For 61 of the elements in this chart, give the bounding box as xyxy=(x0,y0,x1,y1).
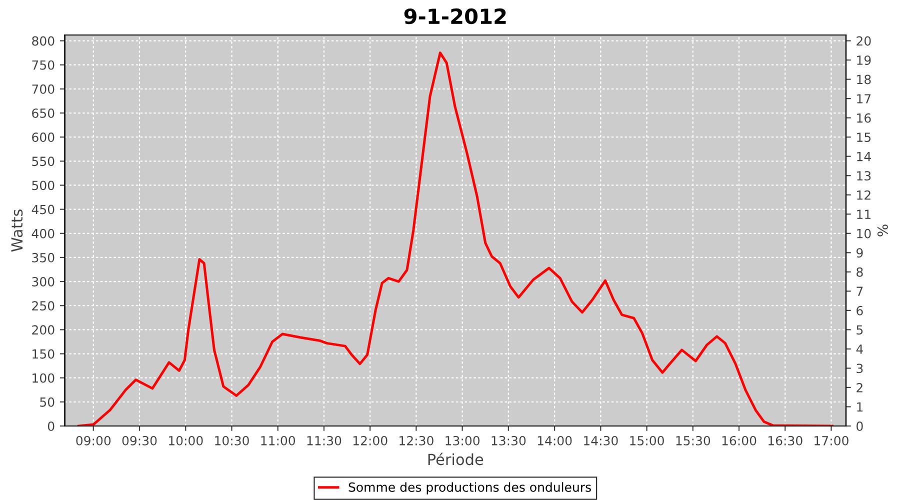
y-tick-label: 400 xyxy=(32,228,54,238)
y-tick-label: 550 xyxy=(32,156,54,166)
y2-tick-label: 18 xyxy=(857,74,871,84)
x-tick-label: 16:00 xyxy=(722,436,756,446)
y-axis-title: Watts xyxy=(11,210,23,252)
y2-tick-label: 6 xyxy=(856,306,863,316)
y-tick-label: 50 xyxy=(40,397,54,407)
y2-tick-label: 1 xyxy=(857,402,863,412)
x-tick-label: 10:00 xyxy=(168,436,203,446)
y2-tick-label: 19 xyxy=(857,56,871,65)
x-tick-label: 14:30 xyxy=(584,436,618,446)
y2-tick-label: 4 xyxy=(856,344,863,354)
y2-tick-label: 3 xyxy=(856,364,863,374)
y2-axis-title: % xyxy=(877,224,888,236)
y-tick-label: 0 xyxy=(48,421,54,431)
y2-tick-label: 2 xyxy=(856,382,862,392)
y2-tick-label: 13 xyxy=(857,171,871,181)
x-tick-label: 11:30 xyxy=(307,436,342,446)
y-tick-label: 450 xyxy=(32,204,54,214)
x-tick-label: 10:30 xyxy=(215,436,249,446)
legend-label: Somme des productions des onduleurs xyxy=(348,482,591,494)
x-tick-label: 12:30 xyxy=(400,436,434,446)
x-tick-label: 13:00 xyxy=(446,436,480,446)
y-tick-label: 150 xyxy=(32,349,54,359)
y-tick-label: 700 xyxy=(32,84,54,94)
y2-tick-label: 17 xyxy=(857,94,871,104)
y-tick-label: 800 xyxy=(32,36,54,46)
y2-tick-label: 9 xyxy=(856,248,863,258)
y2-tick-label: 0 xyxy=(856,421,863,431)
y2-tick-label: 14 xyxy=(857,152,871,162)
x-tick-label: 13:30 xyxy=(492,436,526,446)
y2-tick-label: 8 xyxy=(856,267,863,277)
y-tick-label: 600 xyxy=(32,132,54,142)
y2-tick-label: 10 xyxy=(857,228,871,238)
chart-title: 9-1-2012 xyxy=(404,8,506,24)
y-tick-label: 300 xyxy=(32,277,54,286)
x-tick-label: 12:00 xyxy=(353,436,388,446)
x-tick-label: 14:00 xyxy=(538,436,572,446)
x-axis-title: Période xyxy=(428,452,484,466)
y2-tick-label: 5 xyxy=(856,325,863,335)
x-tick-label: 16:30 xyxy=(768,436,802,446)
y2-tick-label: 20 xyxy=(856,36,871,46)
x-tick-label: 11:00 xyxy=(261,436,296,446)
x-tick-label: 15:00 xyxy=(630,436,664,446)
y-tick-label: 350 xyxy=(32,252,54,262)
y2-tick-label: 12 xyxy=(857,190,870,200)
y-tick-label: 650 xyxy=(32,108,54,118)
x-tick-label: 15:30 xyxy=(676,436,710,446)
y2-tick-label: 16 xyxy=(857,113,871,123)
x-tick-label: 17:00 xyxy=(814,436,848,446)
y-tick-label: 750 xyxy=(32,60,54,70)
y2-tick-label: 7 xyxy=(856,286,863,296)
x-tick-label: 09:00 xyxy=(76,436,111,446)
y-tick-label: 200 xyxy=(32,325,54,335)
x-tick-label: 09:30 xyxy=(122,436,157,446)
y2-tick-label: 15 xyxy=(857,132,871,142)
y-tick-label: 100 xyxy=(32,373,54,383)
y-tick-label: 250 xyxy=(32,301,54,311)
line-series xyxy=(77,52,834,426)
y2-tick-label: 11 xyxy=(857,210,870,219)
y-tick-label: 500 xyxy=(32,180,54,190)
